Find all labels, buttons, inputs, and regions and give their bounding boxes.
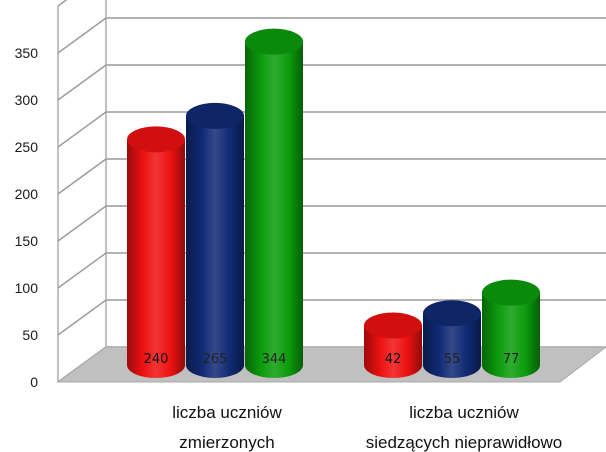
bar <box>127 126 185 378</box>
category-label-line: siedzących nieprawidłowo <box>366 433 563 452</box>
bar-top <box>364 312 422 339</box>
grid <box>57 0 606 383</box>
gridline <box>57 0 68 7</box>
category-label: liczba uczniów zmierzonych <box>172 403 282 452</box>
data-label: 77 <box>503 352 520 367</box>
y-tick-label: 200 <box>15 186 39 202</box>
bar-body <box>423 313 481 378</box>
category-label-line: liczba uczniów <box>172 403 282 422</box>
bar <box>423 300 481 378</box>
y-tick-label: 100 <box>15 280 39 296</box>
bar-body <box>482 292 540 378</box>
bar <box>245 28 303 378</box>
y-tick-label: 350 <box>15 45 39 61</box>
data-label: 344 <box>262 352 287 367</box>
y-tick-label: 0 <box>30 374 38 390</box>
y-tick-label: 250 <box>15 139 39 155</box>
category-label: liczba uczniów siedzących nieprawidłowo <box>366 403 563 452</box>
data-label: 42 <box>385 352 402 367</box>
bar-body <box>186 115 244 378</box>
bar-body <box>245 41 303 378</box>
x-axis: liczba uczniów zmierzonych liczba uczniów s… <box>172 403 562 452</box>
y-tick-label: 150 <box>15 233 39 249</box>
category-label-line: zmierzonych <box>179 433 274 452</box>
bar-top <box>186 102 244 129</box>
bar-body <box>127 139 185 378</box>
data-label: 240 <box>144 352 169 367</box>
bar-body <box>364 325 422 378</box>
y-tick-label: 300 <box>15 92 39 108</box>
data-label: 55 <box>444 352 461 367</box>
bars: 240 265 344 42 55 77 <box>127 28 540 378</box>
category-label-line: liczba uczniów <box>409 403 519 422</box>
bar <box>364 312 422 378</box>
y-tick-label: 50 <box>22 327 38 343</box>
bar-top <box>127 126 185 153</box>
bar-top <box>423 300 481 327</box>
data-label: 265 <box>203 352 228 367</box>
bar-top <box>245 28 303 55</box>
bar <box>482 279 540 378</box>
bar-top <box>482 279 540 306</box>
gridline <box>57 64 606 101</box>
y-axis: 0 50 100 150 200 250 300 350 <box>15 45 39 390</box>
gridline <box>57 17 606 54</box>
bar <box>186 102 244 378</box>
